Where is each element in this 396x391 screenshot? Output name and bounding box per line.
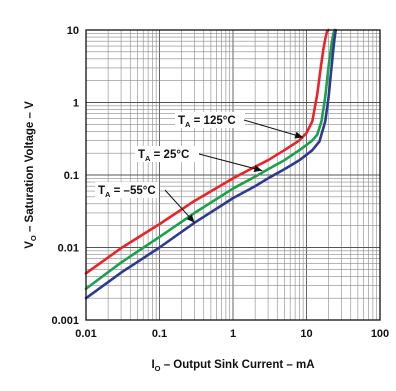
x-tick-label: 10 [300,328,312,340]
series-line-1 [84,28,336,291]
annotation-leader [198,153,263,172]
plot-frame [85,29,381,321]
y-tick-label: 0.1 [64,170,79,182]
y-tick-label: 1 [73,98,79,110]
annotation-arrowhead [186,214,195,223]
x-tick-label: 0.1 [152,328,167,340]
x-axis-title: IO – Output Sink Current – mA [151,359,314,373]
y-tick-label: 10 [67,25,79,37]
annotation-bg [95,182,159,198]
y-tick-label: 0.001 [51,315,79,327]
y-axis-title: VO – Saturation Voltage – V [24,101,38,249]
annotation-leader [243,119,304,138]
annotation-bg [135,146,199,162]
x-tick-label: 0.01 [75,328,96,340]
series-line-0 [84,28,330,275]
annotation-arrowhead [253,165,263,172]
annotation-label: TA = 25°C [138,149,189,163]
x-tick-label: 1 [230,328,236,340]
annotation-label: TA = –55°C [98,185,156,199]
annotation-label: TA = 125°C [178,115,236,129]
annotation-bg [175,112,245,128]
annotation-arrowhead [294,131,304,139]
x-tick-label: 100 [371,328,389,340]
y-tick-label: 0.01 [58,243,79,255]
